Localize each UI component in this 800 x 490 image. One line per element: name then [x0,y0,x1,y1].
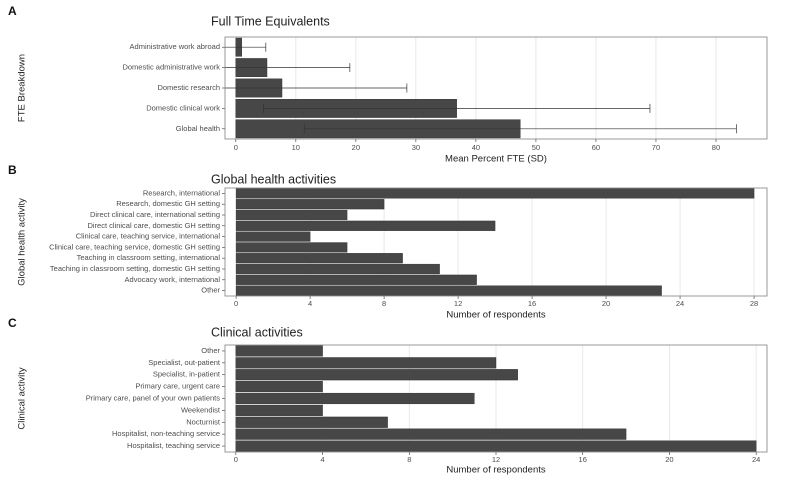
bar [235,416,388,428]
x-tick-label: 8 [407,455,411,464]
x-tick-label: 28 [750,299,758,308]
x-tick-label: 12 [454,299,462,308]
x-tick-label: 60 [592,143,600,152]
bar [235,263,440,275]
bar [235,440,757,452]
plot-border [224,36,768,140]
y-tick-label: Primary care, urgent care [135,382,220,391]
y-tick-label: Clinical care, teaching service, domesti… [49,242,220,251]
y-tick-label: Hospitalist, non-teaching service [112,429,220,438]
y-tick-label: Domestic clinical work [146,103,220,112]
bar [235,428,627,440]
x-tick-label: 20 [665,455,673,464]
x-tick-label: 16 [528,299,536,308]
y-tick-label: Global health [176,124,220,133]
y-tick-label: Hospitalist, teaching service [127,441,220,450]
x-axis-label: Number of respondents [446,310,546,321]
bar [235,285,662,296]
bar [235,404,323,416]
x-tick-label: 16 [579,455,587,464]
x-tick-label: 4 [308,299,312,308]
y-tick-label: Specialist, out-patient [148,358,221,367]
x-tick-label: 70 [652,143,660,152]
y-tick-label: Domestic research [157,83,220,92]
y-axis-label: Global health activity [17,198,28,286]
y-tick-label: Domestic administrative work [122,63,220,72]
x-tick-label: 4 [320,455,324,464]
y-tick-label: Clinical care, teaching service, interna… [76,232,221,241]
y-tick-label: Weekendist [181,405,221,414]
plot-border [224,344,768,453]
y-tick-label: Teaching in classroom setting, domestic … [50,264,220,273]
y-tick-label: Advocacy work, international [125,275,221,284]
x-tick-label: 24 [676,299,684,308]
bar [235,242,348,253]
x-tick-label: 24 [752,455,760,464]
panel-title: Global health activities [211,172,336,186]
panel-tag: C [8,316,17,330]
panel-title: Full Time Equivalents [211,14,330,28]
bar [235,392,475,405]
x-tick-label: 0 [234,143,238,152]
bar [235,345,323,357]
bar [235,199,385,210]
y-axis-label: FTE Breakdown [17,54,28,122]
plot-border [224,187,768,297]
bar [235,188,755,199]
panel-title: Clinical activities [211,325,303,339]
y-tick-label: Primary care, panel of your own patients [86,393,220,402]
bar [235,381,323,393]
y-tick-label: Direct clinical care, domestic GH settin… [87,221,220,230]
bar [235,274,477,285]
x-tick-label: 0 [234,299,238,308]
y-tick-label: Specialist, in-patient [153,370,221,379]
x-tick-label: 8 [382,299,386,308]
y-tick-label: Direct clinical care, international sett… [90,210,220,219]
y-tick-label: Other [201,286,220,295]
bar [235,369,518,381]
bar [235,220,496,231]
x-axis-label: Number of respondents [446,465,546,476]
bar [235,209,348,221]
x-tick-label: 0 [234,455,238,464]
x-axis-label: Mean Percent FTE (SD) [445,154,547,165]
bar [235,357,497,369]
marks [235,345,757,452]
y-tick-label: Research, international [143,188,220,197]
x-tick-label: 10 [292,143,300,152]
y-tick-label: Nocturnist [186,417,221,426]
panel-tag: B [8,163,17,177]
x-tick-label: 20 [602,299,610,308]
x-tick-label: 12 [492,455,500,464]
y-tick-label: Teaching in classroom setting, internati… [77,253,221,262]
x-tick-label: 30 [412,143,420,152]
x-tick-label: 80 [712,143,720,152]
y-tick-label: Research, domestic GH setting [116,199,220,208]
y-tick-label: Other [201,346,220,355]
marks [225,37,737,139]
y-tick-label: Administrative work abroad [130,42,220,51]
bar [235,253,403,264]
marks [235,188,755,296]
x-tick-label: 20 [352,143,360,152]
x-tick-label: 50 [532,143,540,152]
y-axis-label: Clinical activity [17,367,28,430]
x-tick-label: 40 [472,143,480,152]
panel-tag: A [8,4,17,18]
bar [235,231,311,242]
